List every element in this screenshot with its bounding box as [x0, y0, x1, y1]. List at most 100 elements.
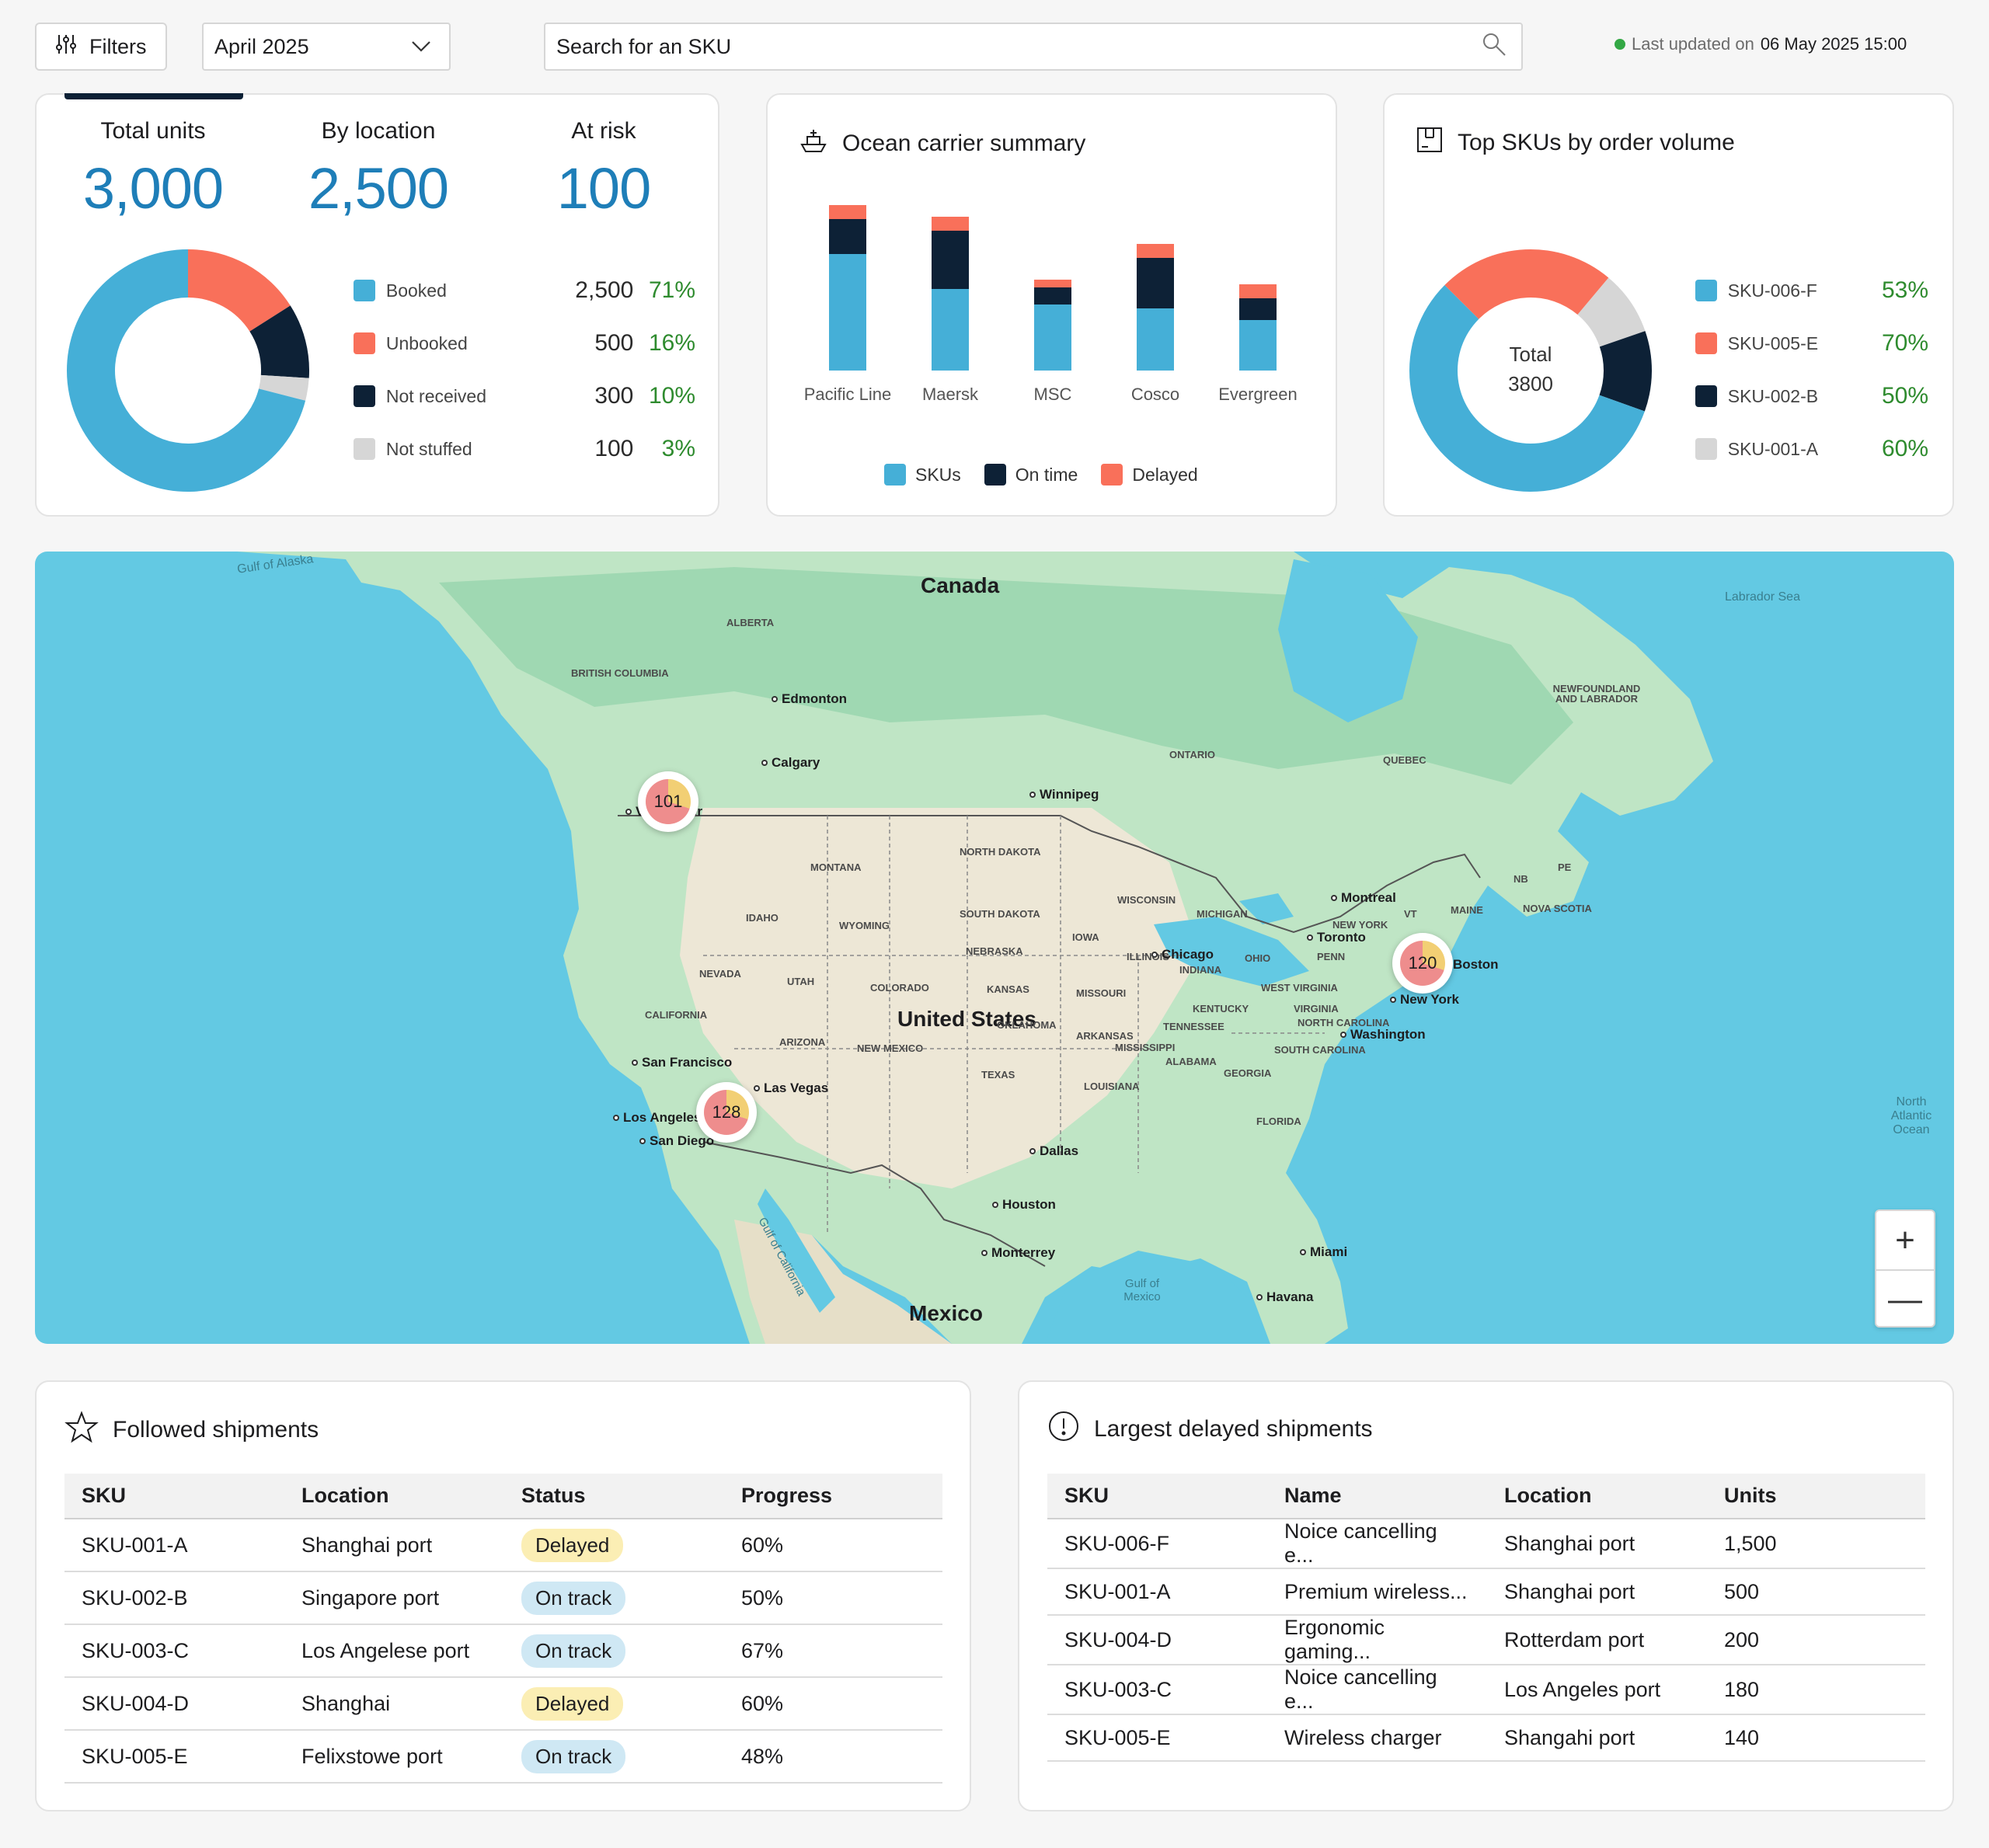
map-city-label[interactable]: Winnipeg	[1029, 787, 1099, 802]
map-city-label[interactable]: Calgary	[761, 755, 820, 771]
map-city-label[interactable]: Havana	[1256, 1289, 1313, 1305]
bar-delayed[interactable]	[1034, 280, 1071, 287]
map-city-label[interactable]: San Francisco	[632, 1055, 732, 1070]
sku-slice-sku-006-f[interactable]	[1576, 315, 1684, 424]
column-header[interactable]: Name	[1267, 1474, 1487, 1519]
city-name: Calgary	[772, 755, 820, 770]
table-row[interactable]: SKU-005-E Felixstowe port On track 48%	[64, 1730, 942, 1784]
legend-percent: 3%	[661, 436, 695, 461]
toolbar: Filters April 2025 Last updated on 06 Ma…	[0, 0, 1989, 93]
map-city-label[interactable]: San Diego	[639, 1133, 714, 1149]
map-canvas[interactable]	[35, 552, 1954, 1344]
table-row[interactable]: SKU-005-E Wireless charger Shangahi port 14…	[1047, 1714, 1925, 1762]
kpi-label-by-location[interactable]: By location	[321, 118, 436, 144]
bar-skus[interactable]	[1137, 308, 1174, 371]
map-city-label[interactable]: Toronto	[1307, 930, 1366, 945]
units-slice-booked[interactable]	[66, 249, 306, 492]
column-header[interactable]: Units	[1707, 1474, 1925, 1519]
table-row[interactable]: SKU-006-F Noice cancelling e... Shanghai p…	[1047, 1519, 1925, 1569]
cell-units: 140	[1707, 1714, 1925, 1762]
city-dot-icon	[1307, 934, 1313, 941]
bar-delayed[interactable]	[1137, 244, 1174, 258]
sku-legend-row: SKU-001-A 60%	[1695, 433, 1928, 465]
column-header[interactable]: SKU	[64, 1474, 284, 1519]
map-region-label: SOUTH CAROLINA	[1274, 1044, 1366, 1056]
sku-slice-sku-005-e[interactable]	[1360, 260, 1650, 541]
map-marker-cluster[interactable]: 120	[1392, 933, 1453, 994]
legend-value: 500	[594, 330, 634, 356]
column-header[interactable]: Status	[504, 1474, 724, 1519]
bar-on-time[interactable]	[829, 219, 866, 254]
shipment-map[interactable]: Canada United States Mexico Gulf of Alas…	[35, 552, 1954, 1344]
search-input[interactable]	[556, 34, 1411, 59]
card-title: Largest delayed shipments	[1047, 1410, 1373, 1449]
map-city-label[interactable]: New York	[1390, 992, 1459, 1008]
zoom-in-button[interactable]: +	[1895, 1220, 1915, 1259]
cell-location: Shanghai port	[1487, 1568, 1707, 1616]
sku-slice-sku-001-a[interactable]	[1442, 200, 1609, 366]
alert-icon	[1047, 1410, 1080, 1449]
bar-delayed[interactable]	[932, 217, 969, 231]
bar-on-time[interactable]	[1034, 287, 1071, 305]
legend-percent: 70%	[1882, 330, 1929, 356]
map-city-label[interactable]: Monterrey	[981, 1245, 1055, 1261]
bar-on-time[interactable]	[1137, 258, 1174, 308]
map-city-label[interactable]: Montreal	[1331, 890, 1396, 906]
kpi-label-total-units[interactable]: Total units	[100, 118, 206, 144]
units-slice-unbooked[interactable]	[188, 249, 291, 332]
map-city-label[interactable]: Edmonton	[772, 691, 847, 707]
city-name: San Diego	[650, 1133, 715, 1148]
column-header[interactable]: Location	[1487, 1474, 1707, 1519]
sku-slice-sku-002-b[interactable]	[1571, 277, 1656, 362]
table-row[interactable]: SKU-004-D Ergonomic gaming... Rotterdam po…	[1047, 1615, 1925, 1665]
kpi-label-at-risk[interactable]: At risk	[571, 118, 636, 144]
city-name: Los Angeles	[623, 1110, 702, 1125]
legend-percent: 60%	[1882, 436, 1929, 461]
bar-skus[interactable]	[1239, 320, 1277, 371]
bar-delayed[interactable]	[1239, 284, 1277, 298]
bar-on-time[interactable]	[932, 231, 969, 289]
table-row[interactable]: SKU-004-D Shanghai Delayed 60%	[64, 1677, 942, 1731]
bar-skus[interactable]	[829, 254, 866, 371]
table-row[interactable]: SKU-003-C Noice cancelling e... Los Angele…	[1047, 1665, 1925, 1715]
filters-button[interactable]: Filters	[35, 23, 167, 71]
bar-skus[interactable]	[932, 289, 969, 371]
map-marker-cluster[interactable]: 128	[696, 1082, 757, 1143]
city-dot-icon	[1151, 952, 1158, 958]
legend-label: SKU-006-F	[1727, 280, 1817, 301]
map-marker-cluster[interactable]: 101	[638, 771, 698, 832]
table-row[interactable]: SKU-001-A Premium wireless... Shanghai por…	[1047, 1568, 1925, 1616]
column-header[interactable]: Location	[284, 1474, 504, 1519]
map-city-label[interactable]: Los Angeles	[613, 1110, 701, 1126]
search-icon[interactable]	[1481, 31, 1507, 63]
column-header[interactable]: Progress	[724, 1474, 942, 1519]
map-city-label[interactable]: Las Vegas	[754, 1081, 828, 1096]
table-row[interactable]: SKU-003-C Los Angelese port On track 67%	[64, 1624, 942, 1678]
bar-skus[interactable]	[1034, 305, 1071, 371]
map-city-label[interactable]: Chicago	[1151, 947, 1214, 962]
search-field[interactable]	[544, 23, 1523, 71]
bar-delayed[interactable]	[829, 205, 866, 219]
zoom-out-button[interactable]: —	[1876, 1269, 1934, 1328]
city-name: Houston	[1002, 1197, 1056, 1212]
cell-name: Premium wireless...	[1267, 1568, 1487, 1616]
map-city-label[interactable]: Washington	[1340, 1027, 1426, 1042]
gulf-of-california	[758, 1188, 835, 1313]
cell-progress: 60%	[724, 1677, 942, 1731]
kpi-value-by-location: 2,500	[308, 156, 449, 221]
legend-value: 300	[594, 383, 634, 409]
map-city-label[interactable]: Houston	[992, 1197, 1056, 1213]
table-row[interactable]: SKU-002-B Singapore port On track 50%	[64, 1571, 942, 1625]
units-slice-not-stuffed[interactable]	[259, 374, 309, 401]
units-slice-not-received[interactable]	[249, 305, 309, 378]
month-select[interactable]: April 2025	[202, 23, 451, 71]
bar-on-time[interactable]	[1239, 298, 1277, 320]
column-header[interactable]: SKU	[1047, 1474, 1267, 1519]
city-name: Edmonton	[782, 691, 848, 706]
last-updated-value: 06 May 2025 15:00	[1760, 34, 1907, 54]
legend-swatch	[884, 464, 906, 485]
state-borders	[703, 816, 1325, 1235]
map-city-label[interactable]: Miami	[1300, 1244, 1347, 1260]
table-row[interactable]: SKU-001-A Shanghai port Delayed 60%	[64, 1519, 942, 1572]
map-city-label[interactable]: Dallas	[1029, 1143, 1078, 1159]
